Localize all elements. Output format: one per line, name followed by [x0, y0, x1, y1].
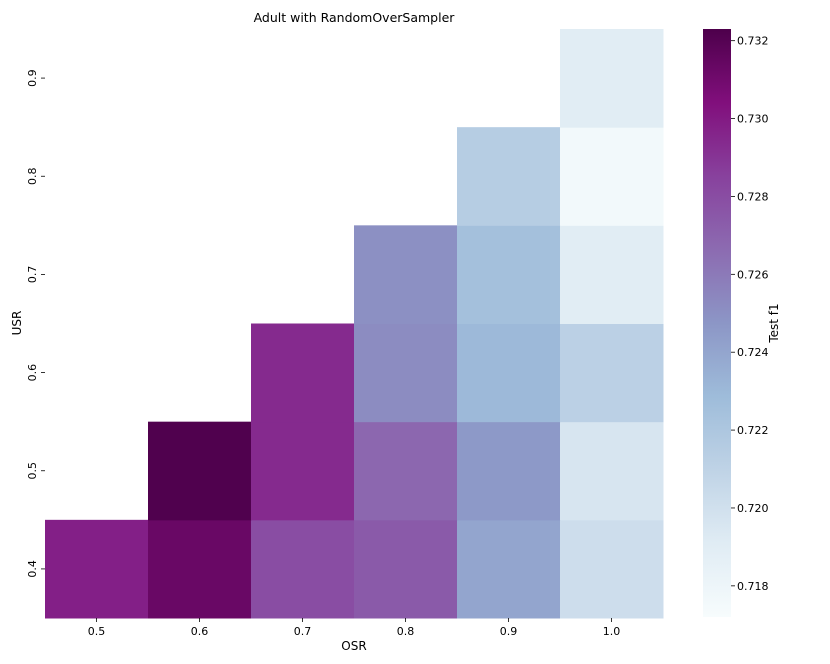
heatmap-cell	[560, 519, 664, 619]
y-tick-label: 0.7	[26, 266, 39, 284]
heatmap-cell	[457, 225, 561, 324]
heatmap-cell	[354, 421, 458, 521]
heatmap-cell	[148, 519, 252, 619]
x-tick-label: 0.8	[397, 625, 415, 638]
heatmap-cell	[251, 421, 355, 521]
y-tick-label: 0.6	[26, 364, 39, 382]
heatmap-cell	[560, 29, 664, 128]
y-tick-label: 0.4	[26, 560, 39, 578]
y-axis-ticks: 0.4 0.5 0.6 0.7 0.8 0.9	[26, 69, 45, 578]
heatmap-cell	[354, 225, 458, 324]
colorbar-tick-label: 0.728	[737, 190, 769, 203]
y-axis-title: USR	[10, 311, 24, 336]
heatmap-cell	[560, 127, 664, 226]
colorbar-tick-label: 0.724	[737, 346, 769, 359]
heatmap-cells	[45, 29, 664, 619]
heatmap-cell	[251, 323, 355, 423]
heatmap-cell	[560, 421, 664, 521]
x-axis-ticks: 0.5 0.6 0.7 0.8 0.9 1.0	[88, 618, 621, 638]
colorbar-tick-label: 0.722	[737, 424, 769, 437]
heatmap-cell	[560, 323, 664, 423]
x-tick-label: 1.0	[603, 625, 621, 638]
x-tick-label: 0.6	[191, 625, 209, 638]
heatmap-cell	[251, 519, 355, 619]
colorbar-tick-label: 0.730	[737, 113, 769, 126]
colorbar-ticks: 0.718 0.720 0.722 0.724 0.726 0.728 0.730 0.732	[731, 35, 769, 593]
y-tick-label: 0.5	[26, 462, 39, 480]
x-axis-title: OSR	[341, 639, 366, 653]
heatmap-cell	[45, 519, 149, 619]
heatmap-cell	[148, 421, 252, 521]
heatmap-cell	[457, 421, 561, 521]
colorbar-tick-label: 0.718	[737, 580, 769, 593]
colorbar-tick-label: 0.720	[737, 502, 769, 515]
heatmap-cell	[560, 225, 664, 324]
heatmap-cell	[457, 323, 561, 423]
heatmap-cell	[457, 127, 561, 226]
colorbar-label: Test f1	[767, 303, 781, 343]
heatmap-cell	[354, 323, 458, 423]
colorbar-tick-label: 0.732	[737, 35, 769, 48]
chart-title: Adult with RandomOverSampler	[254, 10, 456, 25]
y-tick-label: 0.9	[26, 69, 39, 87]
x-tick-label: 0.9	[500, 625, 518, 638]
y-tick-label: 0.8	[26, 168, 39, 186]
colorbar	[703, 29, 731, 617]
colorbar-tick-label: 0.726	[737, 268, 769, 281]
heatmap-cell	[354, 519, 458, 619]
heatmap-cell	[457, 519, 561, 619]
x-tick-label: 0.7	[294, 625, 312, 638]
x-tick-label: 0.5	[88, 625, 106, 638]
